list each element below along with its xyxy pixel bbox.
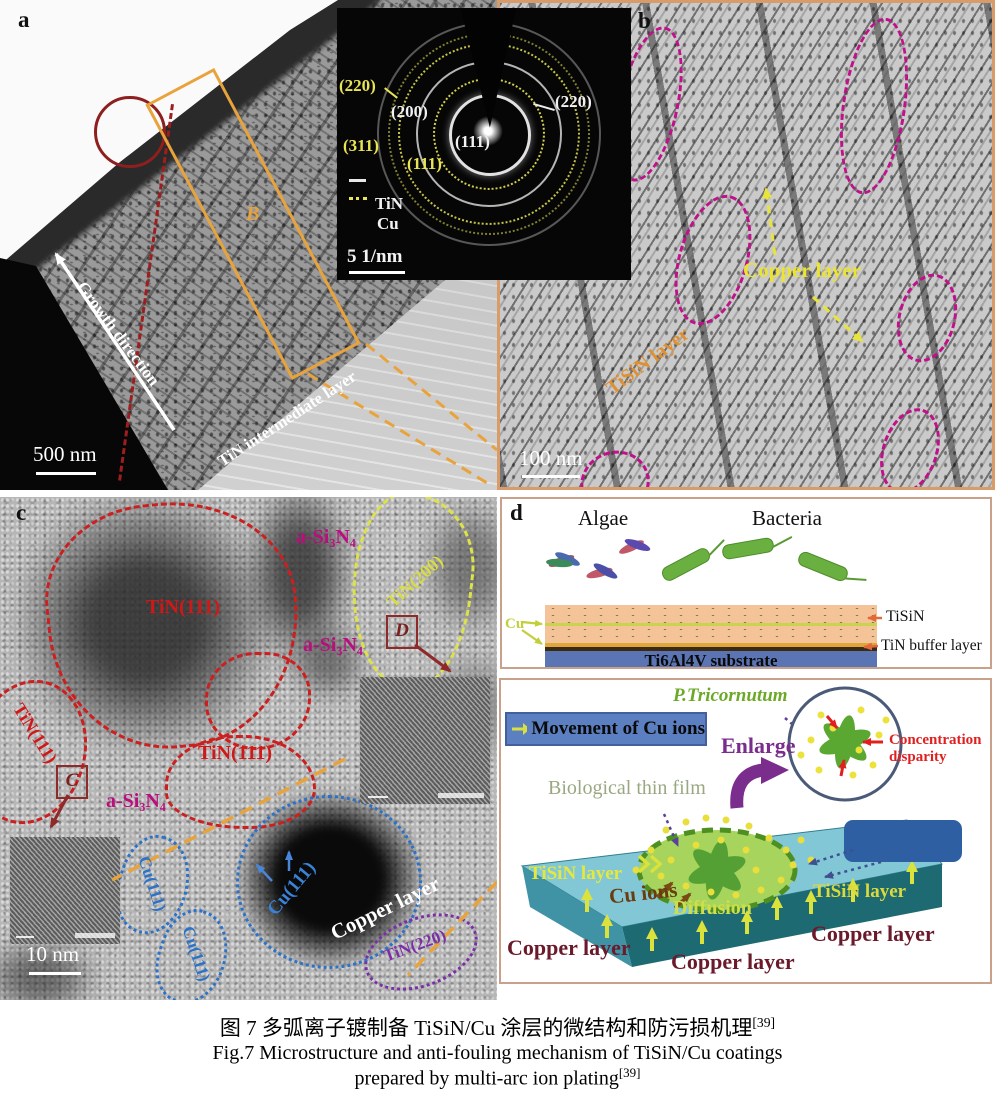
- right-arrow-icon: [512, 723, 528, 735]
- tisin-layer-left-label: TiSiN layer: [529, 863, 623, 884]
- caption-reference: [39]: [752, 1015, 776, 1030]
- scalebar-500nm-line: [36, 472, 96, 475]
- caption-english-line1: Fig.7 Microstructure and anti-fouling me…: [0, 1042, 995, 1065]
- figure-caption: 图 7 多弧离子镀制备 TiSiN/Cu 涂层的微结构和防污损机理[39] Fi…: [0, 1012, 995, 1091]
- scalebar-500nm-label: 500 nm: [33, 442, 97, 466]
- legend-cu-label: Cu: [377, 214, 399, 233]
- copper-layer-label: Copper layer: [811, 921, 935, 946]
- legend-dash-tin: [349, 179, 366, 182]
- panel-c-hrtem-micrograph: D C c TiN(111) a-Si₃N₄ TiN(200) a-Si₃N₄ …: [0, 497, 497, 1000]
- enlarge-label: Enlarge: [721, 733, 796, 758]
- sadp-label-111-tin: (111): [455, 132, 490, 151]
- inset-text-mark: [75, 933, 115, 938]
- tin111-label: TiN(111): [146, 596, 221, 618]
- scalebar-100nm-line: [522, 475, 580, 478]
- legend-dash-cu: [349, 197, 367, 200]
- legend-tin-label: TiN: [375, 194, 404, 213]
- copper-layer-label: Copper layer: [507, 935, 631, 960]
- cu-particle-outline: [236, 795, 422, 969]
- region-d-label: D: [395, 620, 409, 641]
- defect-circle-annotation: [94, 96, 166, 168]
- panel-b-letter: b: [638, 8, 651, 33]
- panel-d-antifouling-schematic-bottom: Movement of Cu ions P.Tricornutum Enlarg…: [499, 678, 992, 984]
- movement-of-cu-ions-box: Movement of Cu ions: [505, 712, 707, 746]
- asi3n4-label: a-Si₃N₄: [106, 790, 166, 812]
- panel-b-arrows: [762, 187, 864, 343]
- sadp-scalebar-line: [349, 271, 405, 274]
- p-tricornutum-label: P.Tricornutum: [673, 685, 788, 706]
- bacteria-heading: Bacteria: [752, 506, 822, 530]
- tisin-pointer-label: TiSiN: [886, 608, 925, 625]
- sadp-label-220-cu: (220): [339, 76, 376, 95]
- sadp-label-220-tin: (220): [555, 92, 592, 111]
- sadp-label-200-tin: (200): [391, 102, 428, 121]
- caption-english-text1: Fig.7 Microstructure and anti-fouling me…: [212, 1042, 783, 1064]
- inset-scale-mark: [368, 796, 388, 798]
- caption-chinese: 图 7 多弧离子镀制备 TiSiN/Cu 涂层的微结构和防污损机理[39]: [0, 1012, 995, 1042]
- asi3n4-label: a-Si₃N₄: [296, 526, 356, 548]
- tin-buffer-pointer-label: TiN buffer layer: [881, 637, 982, 654]
- cu-gold-line: [545, 643, 877, 647]
- scalebar-10nm-line: [29, 972, 81, 975]
- region-d-box: D: [386, 615, 418, 649]
- cu-label: Cu: [505, 616, 525, 632]
- caption-chinese-text: 图 7 多弧离子镀制备 TiSiN/Cu 涂层的微结构和防污损机理: [219, 1016, 753, 1040]
- tisin-layer-bar: [545, 605, 877, 623]
- diffraction-pattern-inset: (220) (200) (311) (111) (111) (220) TiN …: [337, 8, 631, 280]
- concentration-disparity-label: Concentration disparity: [889, 732, 982, 766]
- substrate-label: Ti6Al4V substrate: [644, 651, 778, 669]
- caption-reference: [39]: [618, 1065, 641, 1080]
- sadp-label-311-cu: (311): [343, 136, 379, 155]
- diffusion-label: Diffusion: [673, 897, 752, 919]
- tin-buffer-line: [545, 647, 877, 651]
- inset-scale-mark: [16, 936, 34, 938]
- asi3n4-label: a-Si₃N₄: [303, 634, 363, 656]
- panel-d-letter: d: [510, 500, 523, 525]
- region-b-label: B: [246, 203, 260, 225]
- scalebar-10nm-label: 10 nm: [26, 942, 80, 966]
- tin111-mid-label: TiN(111): [198, 742, 273, 764]
- scalebar-100nm-label: 100 nm: [519, 446, 583, 470]
- dark-corner: [0, 937, 100, 1000]
- region-c-label: C: [65, 770, 79, 791]
- sadp-label-111-cu: (111): [407, 154, 442, 173]
- panel-a-letter: a: [18, 7, 30, 32]
- panel-d1-arrows: [521, 614, 882, 651]
- copper-layer-label: Copper layer: [743, 258, 862, 282]
- panel-c-arrows: [49, 643, 497, 977]
- tin111-grain-outline: [165, 735, 316, 829]
- panel-d-antifouling-schematic-top: d Algae Bacteria Ti6Al4V: [500, 497, 992, 669]
- cu-interlayer-line: [545, 623, 877, 626]
- caption-english-line2: prepared by multi-arc ion plating[39]: [0, 1065, 995, 1091]
- sadp-scalebar-label: 5 1/nm: [347, 246, 403, 267]
- panel-a-arrows: [54, 252, 497, 488]
- caption-english-text2: prepared by multi-arc ion plating: [354, 1067, 619, 1090]
- movement-label: Movement of Cu ions: [531, 718, 705, 739]
- biological-thin-film-label: Biological thin film: [548, 777, 706, 799]
- inset-text-mark: [438, 793, 484, 798]
- substrate-bar: Ti6Al4V substrate: [545, 651, 877, 669]
- copper-layer-label: Copper layer: [671, 949, 795, 974]
- panel-d2-drawing: [520, 686, 962, 967]
- hrtem-inset-d: [360, 677, 490, 804]
- region-c-box: C: [56, 765, 88, 799]
- panel-c-letter: c: [16, 500, 27, 525]
- center-beam-glow: [473, 116, 503, 146]
- hrtem-inset-c: [10, 837, 120, 944]
- coating-stack: Ti6Al4V substrate: [545, 605, 877, 669]
- tisin-layer-bar: [545, 626, 877, 643]
- dark-grain: [420, 497, 497, 637]
- algae-heading: Algae: [578, 506, 629, 530]
- tisin-layer-right-label: TiSiN layer: [813, 881, 907, 902]
